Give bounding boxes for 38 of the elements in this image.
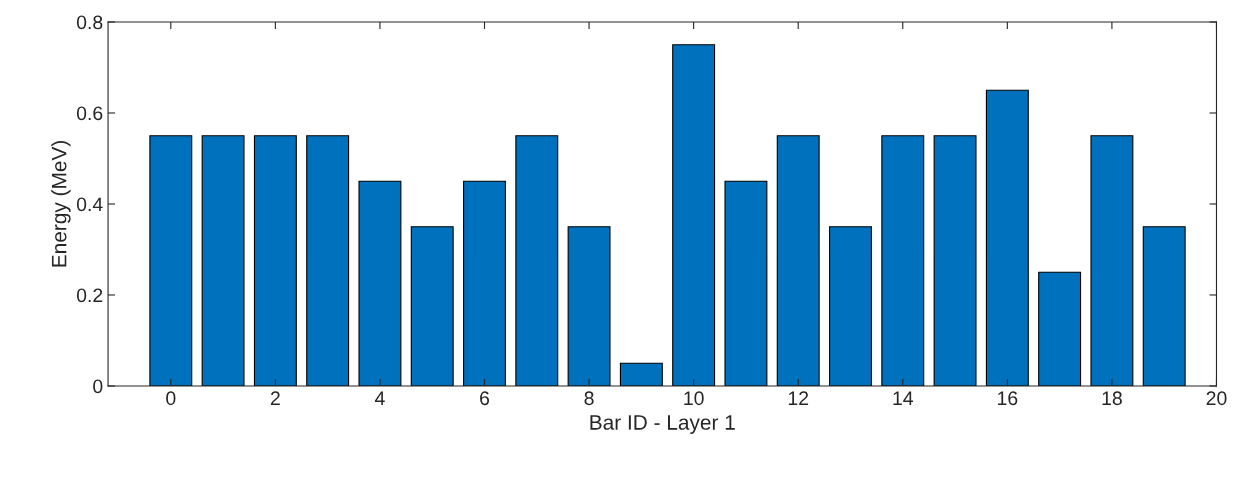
x-tick-label: 2 — [270, 391, 280, 405]
bar — [776, 135, 820, 386]
x-tick-label: 10 — [684, 391, 704, 406]
bar — [567, 226, 611, 386]
bar — [829, 226, 872, 386]
y-tick-label: 0 — [93, 379, 103, 394]
bar — [201, 135, 245, 386]
x-tick-label: 20 — [1206, 391, 1227, 406]
bar — [672, 44, 716, 386]
bar — [410, 226, 454, 386]
x-tick-label: 4 — [374, 391, 385, 405]
y-tick-label: 0.6 — [76, 106, 103, 121]
x-tick-label: 18 — [1102, 391, 1122, 406]
bar — [253, 135, 297, 386]
bar — [619, 362, 663, 386]
bar — [306, 135, 350, 386]
bar — [463, 180, 506, 386]
x-tick-label: 16 — [998, 391, 1018, 406]
bar — [724, 180, 768, 386]
bar — [358, 180, 402, 386]
bar — [985, 89, 1029, 386]
x-tick-label: 12 — [788, 391, 809, 405]
bar — [1038, 271, 1082, 386]
x-tick-label: 0 — [166, 391, 176, 406]
bar — [881, 135, 925, 386]
y-tick-label: 0.2 — [76, 288, 103, 303]
x-tick-label: 14 — [893, 391, 914, 405]
x-tick-label: 8 — [584, 391, 594, 406]
x-axis-title: Bar ID - Layer 1 — [590, 415, 735, 434]
bar — [149, 135, 193, 386]
bar — [1090, 135, 1134, 386]
bar — [515, 135, 559, 386]
y-tick-label: 0.8 — [76, 15, 103, 30]
y-tick-label: 0.4 — [76, 197, 103, 212]
bar — [933, 135, 977, 386]
y-axis-title: Energy (MeV) — [51, 141, 71, 267]
bar — [1142, 226, 1186, 386]
x-tick-label: 6 — [480, 391, 490, 406]
